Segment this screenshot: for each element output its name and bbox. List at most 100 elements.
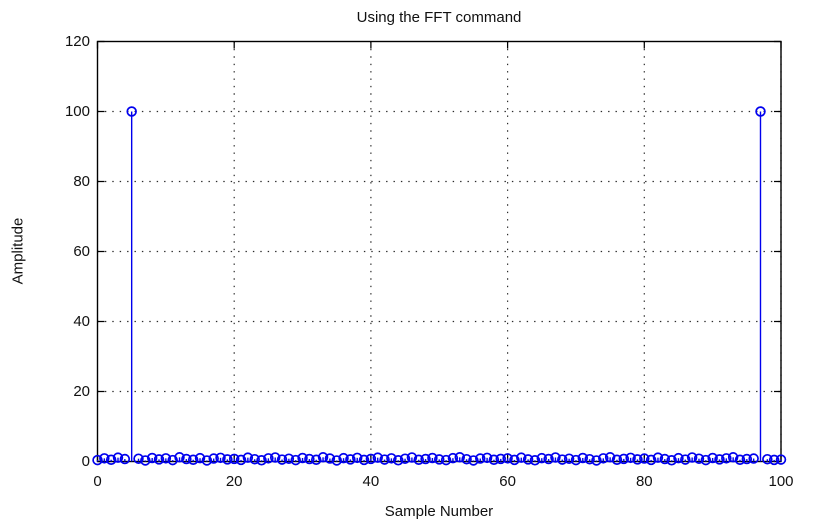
stem-marker [372, 452, 383, 463]
stem-marker [632, 454, 643, 465]
y-tick-label: 20 [73, 383, 90, 400]
stem-marker [256, 455, 267, 466]
stem-marker [543, 453, 554, 465]
stem-marker [310, 454, 322, 466]
stem-marker [324, 453, 336, 464]
stem-marker [331, 455, 342, 466]
stem-marker [673, 452, 684, 464]
stem-marker [187, 454, 199, 466]
stem-marker [427, 452, 438, 464]
stem-series [92, 106, 787, 466]
stem-marker [365, 453, 377, 465]
stem-marker [133, 453, 144, 464]
stem-marker [488, 454, 500, 466]
stem-marker [447, 452, 459, 464]
stem-marker [536, 452, 548, 464]
stem-marker [392, 455, 404, 466]
stem-marker [386, 453, 397, 464]
stem-marker [625, 452, 636, 464]
y-tick-label: 100 [64, 103, 90, 120]
y-tick-label: 0 [81, 453, 90, 470]
stem-marker [721, 453, 732, 464]
stem-marker [680, 454, 691, 465]
stem-marker [208, 453, 219, 464]
stem-marker [557, 454, 568, 465]
x-tick-label: 0 [93, 473, 102, 490]
stem-marker [146, 452, 158, 464]
x-axis-label: Sample Number [384, 503, 494, 520]
stem-marker [126, 106, 137, 117]
x-tick-label: 40 [362, 473, 380, 490]
stem-marker [598, 453, 609, 464]
stem-marker [604, 452, 616, 463]
stem-marker [509, 454, 520, 466]
stem-marker [351, 452, 363, 464]
stem-marker [591, 455, 602, 466]
stem-marker [570, 454, 582, 466]
stem-marker [413, 454, 424, 466]
stem-marker [358, 454, 370, 466]
stem-marker [235, 454, 247, 466]
stem-marker [112, 452, 124, 463]
stem-marker [686, 452, 698, 463]
stem-marker [618, 453, 630, 465]
stem-marker [741, 453, 753, 465]
stem-marker [338, 452, 349, 464]
stem-marker [502, 453, 513, 464]
stem-marker [584, 453, 595, 465]
stem-marker [495, 453, 507, 465]
stem-marker [529, 455, 541, 466]
stem-marker [734, 454, 746, 466]
stem-marker [317, 452, 329, 463]
stem-marker [304, 453, 315, 465]
stem-marker [434, 454, 445, 465]
stem-marker [522, 454, 534, 465]
stem-marker [269, 452, 281, 463]
stem-marker [707, 452, 718, 464]
stem-marker [768, 454, 780, 466]
stem-marker [475, 453, 486, 464]
stem-marker [174, 452, 185, 463]
stem-marker [297, 452, 308, 464]
stem-marker [748, 453, 759, 464]
stem-marker [160, 453, 172, 464]
stem-marker [399, 453, 411, 464]
y-tick-label: 120 [64, 33, 90, 50]
stem-marker [249, 453, 260, 465]
stem-marker [167, 454, 178, 466]
stem-marker [222, 454, 233, 465]
stem-marker [645, 454, 657, 466]
stem-marker [775, 454, 787, 465]
stem-marker [290, 454, 301, 466]
y-tick-label: 40 [73, 313, 90, 330]
stem-marker [577, 452, 589, 464]
stem-marker [228, 453, 240, 465]
stem-marker [92, 454, 103, 466]
stem-marker [481, 452, 493, 464]
stem-marker [727, 452, 739, 463]
stem-marker [194, 452, 206, 464]
stem-marker [99, 453, 110, 464]
stem-marker [550, 452, 561, 463]
y-tick-label: 60 [73, 243, 90, 260]
stem-marker [611, 454, 623, 466]
stem-marker [693, 453, 705, 464]
stem-marker [461, 453, 472, 465]
stem-marker [516, 452, 527, 463]
stem-marker [153, 454, 165, 465]
stem-marker [215, 452, 226, 464]
stem-marker [263, 453, 274, 464]
x-tick-label: 60 [499, 473, 516, 490]
stem-marker [440, 454, 452, 466]
stem-marker [242, 452, 254, 463]
stem-marker [201, 455, 213, 466]
x-tick-label: 80 [635, 473, 653, 490]
stem-marker [181, 453, 192, 465]
stem-marker [420, 453, 431, 465]
stem-marker [666, 455, 677, 466]
chart-title: Using the FFT command [356, 9, 522, 26]
stem-marker [105, 454, 117, 466]
stem-marker [700, 454, 712, 466]
x-tick-label: 100 [768, 473, 794, 490]
